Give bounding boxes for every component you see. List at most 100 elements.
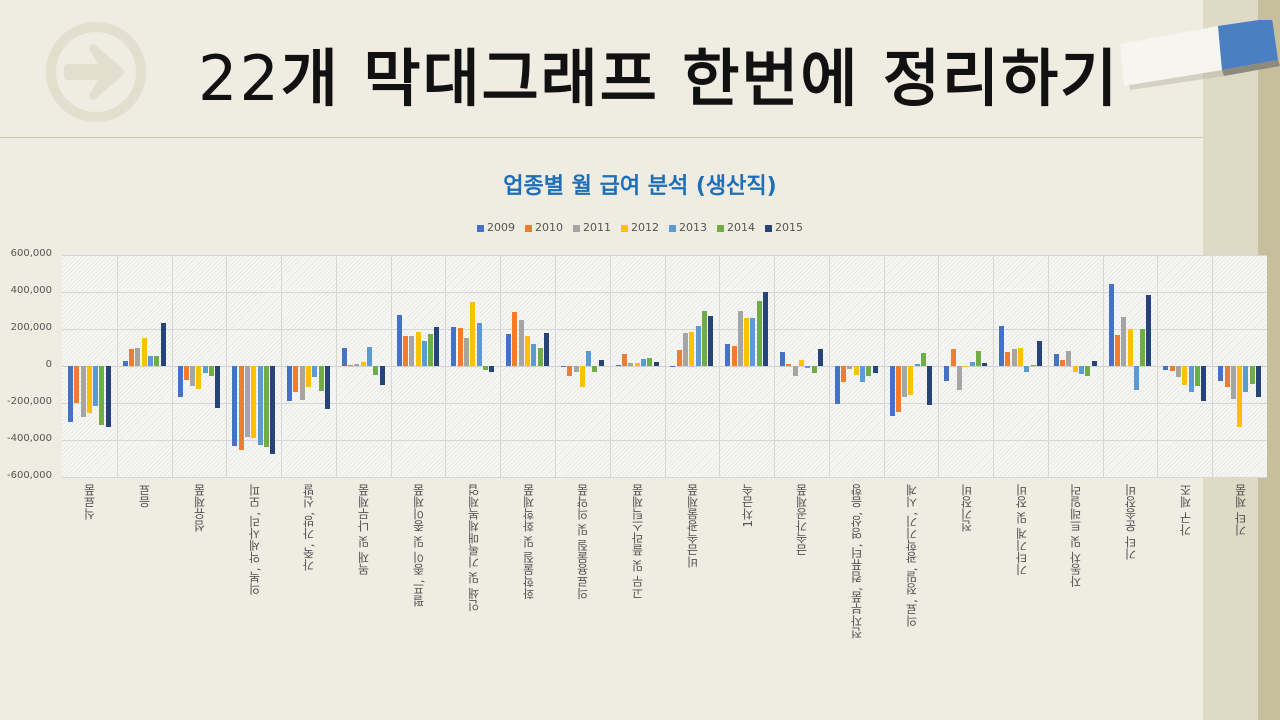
bar-2014 [154, 355, 160, 366]
bar-2015 [1256, 366, 1261, 398]
bar-2010 [841, 366, 847, 382]
legend-label: 2010 [535, 221, 563, 234]
bar-2010 [622, 353, 627, 366]
bar-2010 [457, 328, 463, 366]
grid-line-vertical [226, 255, 228, 477]
bar-2014 [482, 366, 488, 370]
bar-2009 [451, 327, 457, 366]
x-tick-label: 펄프, 종이 및 종이제품 [412, 484, 427, 608]
legend-label: 2015 [775, 221, 803, 234]
grid-line-vertical [500, 255, 502, 477]
y-tick-label: 0 [45, 359, 52, 370]
legend-item-2011: 2011 [573, 221, 611, 234]
legend-swatch [717, 224, 724, 232]
bar-2009 [232, 366, 238, 446]
bar-2014 [647, 357, 653, 366]
bar-2012 [798, 360, 804, 366]
bar-2015 [982, 363, 988, 366]
bar-2013 [202, 366, 208, 374]
bar-2015 [1201, 366, 1207, 402]
bar-2011 [409, 336, 415, 366]
x-tick-label: 의료용물질 및 의약품 [576, 484, 591, 600]
x-tick-label: 비금속광물제품 [685, 484, 700, 568]
bar-2013 [531, 343, 537, 366]
grid-line-vertical [774, 255, 776, 477]
grid-line-vertical [938, 255, 940, 477]
bar-2009 [122, 361, 128, 366]
bar-2011 [190, 366, 196, 387]
bar-2011 [135, 348, 141, 366]
bar-2011 [683, 332, 689, 366]
bar-2011 [956, 366, 962, 391]
bar-2011 [628, 363, 634, 366]
bar-2014 [373, 366, 379, 376]
slide-title-number: 22 [198, 42, 281, 115]
x-tick-label: 전자부품, 컴퓨터, 영상, 음향 [850, 484, 865, 639]
bar-2014 [1085, 366, 1091, 377]
bar-2009 [889, 366, 895, 416]
bar-2013 [93, 366, 99, 406]
bar-2014 [811, 366, 817, 374]
bar-2014 [975, 351, 981, 366]
bar-2015 [215, 366, 221, 408]
bar-2011 [463, 338, 469, 366]
bar-2012 [579, 366, 585, 388]
bar-2009 [1163, 366, 1169, 370]
grid-line-vertical [1157, 255, 1159, 477]
x-tick-label: 목재 및 나무제품 [357, 484, 372, 576]
bar-2013 [1188, 366, 1194, 392]
grid-line-vertical [1047, 255, 1049, 477]
bar-2012 [196, 366, 202, 390]
bar-2009 [780, 352, 786, 366]
bar-2009 [944, 366, 950, 381]
bar-2015 [927, 366, 933, 405]
bar-2011 [792, 366, 798, 377]
bar-2014 [1030, 365, 1036, 366]
bar-2012 [634, 363, 640, 366]
bar-2012 [1072, 366, 1078, 372]
bar-2011 [1066, 351, 1072, 366]
bar-2009 [341, 348, 347, 366]
bar-2015 [817, 349, 823, 366]
bar-2009 [834, 366, 840, 404]
bar-2014 [318, 366, 324, 391]
bar-2013 [257, 366, 263, 445]
bar-2009 [1053, 353, 1059, 366]
bar-2015 [763, 292, 769, 366]
grid-line-vertical [993, 255, 995, 477]
grid-line-vertical [171, 255, 173, 477]
x-tick-label: 전기장비 [959, 484, 974, 532]
bar-2009 [560, 366, 566, 367]
arrow-circle-icon [46, 22, 146, 122]
bar-2011 [573, 366, 579, 372]
grid-line-vertical [281, 255, 283, 477]
bar-2012 [853, 366, 859, 376]
x-tick-label: 기타 제품 [1233, 484, 1248, 536]
bar-2009 [615, 365, 621, 366]
bar-2012 [251, 366, 257, 439]
bar-2010 [293, 366, 299, 392]
bar-2012 [470, 302, 476, 366]
bar-2010 [731, 345, 737, 366]
bar-2009 [1108, 283, 1114, 366]
bar-2009 [1218, 366, 1224, 381]
x-tick-label: 자동차 및 트레일러 [1069, 484, 1084, 588]
bar-2012 [963, 366, 969, 367]
bar-2010 [567, 366, 573, 377]
x-tick-label: 화학물질 및 화학제품 [521, 484, 536, 600]
bar-2010 [238, 366, 244, 451]
bar-2014 [263, 366, 269, 448]
grid-line-horizontal [62, 477, 1267, 478]
x-tick-label: 의복, 악세사리, 모피 [247, 484, 262, 596]
x-tick-label: 1차금속 [740, 484, 755, 528]
bar-2010 [950, 349, 956, 366]
x-tick-label: 가죽, 가방, 신발 [302, 484, 317, 572]
bar-2012 [1182, 366, 1188, 386]
bar-2015 [598, 360, 604, 366]
bar-2014 [99, 366, 105, 426]
bar-2012 [305, 366, 311, 388]
grid-line-vertical [445, 255, 447, 477]
legend-swatch [669, 224, 676, 232]
legend-swatch [477, 224, 484, 232]
slide-title-text: 개 막대그래프 한번에 정리하기 [280, 42, 1120, 115]
